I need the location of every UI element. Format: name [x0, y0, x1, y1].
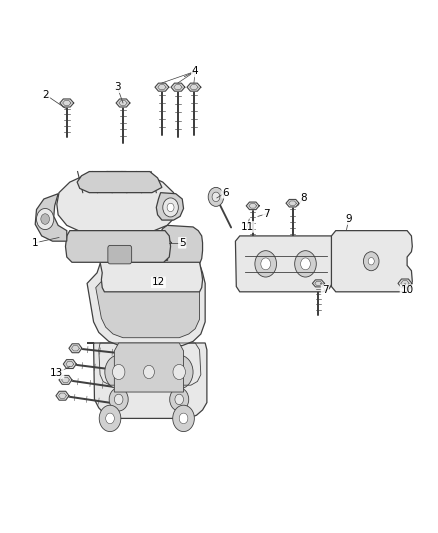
Text: 2: 2 [43, 90, 49, 100]
Text: 4: 4 [192, 66, 198, 76]
Circle shape [364, 252, 379, 271]
Polygon shape [332, 231, 412, 292]
Text: 11: 11 [240, 222, 254, 232]
Polygon shape [87, 343, 207, 418]
Circle shape [173, 405, 194, 432]
Text: 3: 3 [114, 82, 121, 92]
Polygon shape [155, 83, 169, 91]
Text: 13: 13 [50, 368, 64, 378]
Circle shape [179, 413, 188, 424]
Polygon shape [114, 343, 184, 392]
Circle shape [99, 405, 121, 432]
Circle shape [212, 192, 220, 201]
Polygon shape [126, 225, 202, 264]
Polygon shape [66, 231, 170, 262]
Polygon shape [171, 83, 185, 91]
Circle shape [173, 365, 185, 379]
Polygon shape [96, 271, 200, 338]
Polygon shape [57, 172, 178, 231]
Circle shape [137, 357, 161, 387]
Polygon shape [64, 360, 76, 368]
Polygon shape [116, 99, 130, 107]
Polygon shape [60, 99, 74, 107]
Polygon shape [246, 202, 259, 209]
Circle shape [105, 355, 133, 389]
Text: 8: 8 [300, 193, 307, 203]
Circle shape [368, 257, 374, 265]
Text: 1: 1 [32, 238, 39, 248]
Circle shape [170, 388, 189, 411]
Polygon shape [77, 172, 162, 192]
Text: 7: 7 [321, 285, 328, 295]
Circle shape [175, 394, 184, 405]
Polygon shape [87, 264, 205, 345]
Circle shape [41, 214, 49, 224]
Text: 10: 10 [400, 285, 413, 295]
Circle shape [167, 203, 174, 212]
Polygon shape [100, 262, 202, 292]
Polygon shape [56, 391, 69, 400]
Circle shape [261, 258, 271, 270]
Circle shape [166, 355, 193, 389]
Circle shape [113, 365, 125, 379]
Polygon shape [312, 280, 325, 287]
Polygon shape [236, 236, 332, 292]
Circle shape [295, 251, 316, 277]
Circle shape [106, 413, 114, 424]
Text: 9: 9 [346, 214, 352, 224]
Circle shape [208, 188, 224, 206]
Polygon shape [35, 193, 67, 241]
Circle shape [255, 251, 276, 277]
Circle shape [300, 258, 311, 270]
Circle shape [144, 365, 154, 378]
Polygon shape [187, 83, 201, 91]
Text: 5: 5 [179, 238, 186, 248]
Polygon shape [286, 199, 299, 207]
Text: 12: 12 [152, 277, 165, 287]
Text: 7: 7 [263, 209, 270, 219]
Polygon shape [159, 239, 171, 246]
Text: 6: 6 [222, 188, 229, 198]
Polygon shape [59, 375, 72, 384]
Circle shape [163, 198, 178, 217]
Polygon shape [156, 192, 184, 220]
Circle shape [114, 394, 123, 405]
Circle shape [36, 208, 54, 230]
FancyBboxPatch shape [108, 245, 132, 264]
Polygon shape [398, 279, 412, 288]
Circle shape [109, 388, 128, 411]
Polygon shape [69, 344, 82, 353]
